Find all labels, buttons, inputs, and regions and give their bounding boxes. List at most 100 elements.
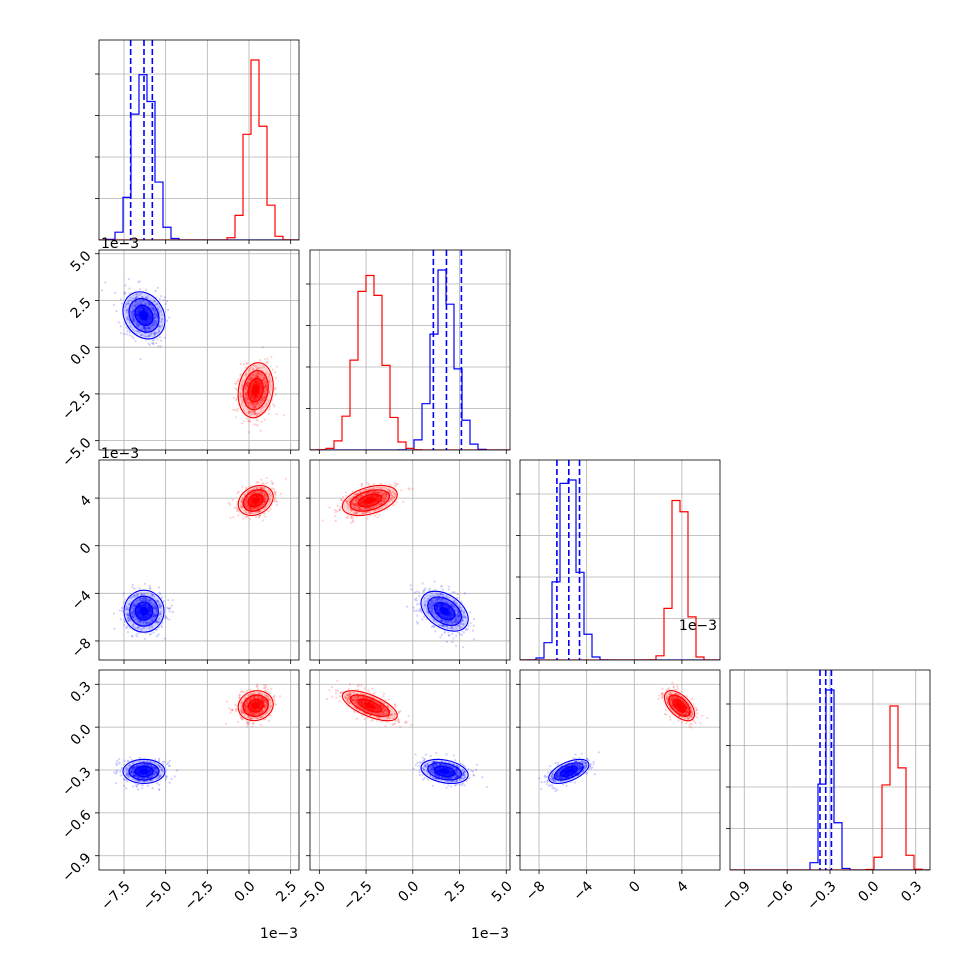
sample-point xyxy=(283,414,286,417)
sample-point xyxy=(273,492,276,495)
sample-point xyxy=(136,293,139,296)
sample-point xyxy=(145,623,148,626)
sample-point xyxy=(136,594,139,597)
sample-point xyxy=(166,775,169,778)
sample-point xyxy=(166,617,169,620)
sample-point xyxy=(140,334,143,337)
sample-point xyxy=(157,620,160,624)
sample-point xyxy=(131,315,134,318)
sample-point xyxy=(263,381,266,384)
sample-point xyxy=(249,376,252,379)
sample-point xyxy=(141,296,144,299)
contour-fill-3 xyxy=(139,606,149,616)
x-tick-label-2-1: −4 xyxy=(570,878,596,904)
sample-point xyxy=(151,765,154,768)
x-tick-label-0-0: −7.5 xyxy=(98,878,133,913)
sample-point xyxy=(255,402,258,405)
sample-point xyxy=(360,483,363,486)
sample-point xyxy=(158,604,161,607)
sample-point xyxy=(167,761,170,764)
sample-point xyxy=(247,378,251,381)
sample-point xyxy=(117,762,120,765)
sample-point xyxy=(161,318,164,321)
sample-point xyxy=(268,380,271,383)
sample-point xyxy=(376,492,379,495)
sample-point xyxy=(262,380,265,383)
sample-point xyxy=(380,490,383,493)
sample-point xyxy=(117,321,120,324)
sample-point xyxy=(149,595,152,598)
sample-point xyxy=(150,304,153,307)
sample-point xyxy=(171,610,174,614)
sample-point xyxy=(360,494,363,497)
sample-point xyxy=(125,773,128,776)
sample-point xyxy=(379,490,382,494)
sample-point xyxy=(440,619,443,622)
sample-point xyxy=(451,591,454,594)
sample-point xyxy=(430,609,433,613)
sample-point xyxy=(264,393,267,396)
sample-point xyxy=(366,508,369,511)
sample-point xyxy=(261,397,264,400)
sample-point xyxy=(141,760,144,763)
sample-point xyxy=(438,598,441,601)
sample-point xyxy=(159,610,162,614)
sample-point xyxy=(455,627,458,630)
sample-point xyxy=(381,495,384,498)
sample-point xyxy=(163,296,166,299)
sample-point xyxy=(150,592,153,596)
sample-point xyxy=(263,492,266,496)
contours-series-0 xyxy=(122,589,166,634)
sample-point xyxy=(162,298,165,302)
sample-point xyxy=(159,604,162,607)
sample-point xyxy=(151,774,155,777)
sample-point xyxy=(148,760,151,763)
sample-point xyxy=(131,310,134,313)
sample-point xyxy=(147,335,150,338)
sample-point xyxy=(366,482,369,485)
sample-point xyxy=(158,765,161,769)
sample-point xyxy=(140,599,143,603)
sample-point xyxy=(433,602,436,605)
sample-point xyxy=(355,507,358,510)
sample-point xyxy=(367,506,371,509)
sample-point xyxy=(145,335,148,338)
contour-fill-3 xyxy=(439,606,450,616)
sample-point xyxy=(461,619,464,622)
sample-point xyxy=(137,626,140,629)
sample-point xyxy=(127,613,130,616)
sample-point xyxy=(246,380,249,383)
sample-point xyxy=(252,368,255,371)
sample-point xyxy=(344,491,347,494)
sample-point xyxy=(155,608,158,611)
sample-point xyxy=(234,387,237,390)
sample-point xyxy=(431,603,434,606)
sample-point xyxy=(153,316,156,319)
sample-point xyxy=(433,601,436,605)
sample-point xyxy=(243,502,246,505)
sample-point xyxy=(250,512,253,515)
sample-point xyxy=(453,620,456,623)
sample-point xyxy=(139,620,142,623)
sample-point xyxy=(247,401,250,404)
sample-point xyxy=(146,622,149,626)
sample-point xyxy=(270,355,273,358)
sample-point xyxy=(133,613,136,616)
sample-point xyxy=(260,399,263,402)
sample-point xyxy=(150,332,153,335)
sample-point xyxy=(372,491,375,494)
sample-point xyxy=(125,771,128,775)
sample-point xyxy=(132,313,135,316)
sample-point xyxy=(133,774,136,778)
sample-point xyxy=(264,380,267,383)
sample-point xyxy=(423,605,426,608)
sample-point xyxy=(263,390,266,393)
sample-point xyxy=(139,620,142,623)
sample-point xyxy=(128,287,131,290)
sample-point xyxy=(257,490,260,493)
sample-point xyxy=(354,502,358,505)
sample-point xyxy=(152,326,155,329)
sample-point xyxy=(436,597,439,600)
sample-point xyxy=(275,504,278,507)
sample-point xyxy=(428,606,431,609)
